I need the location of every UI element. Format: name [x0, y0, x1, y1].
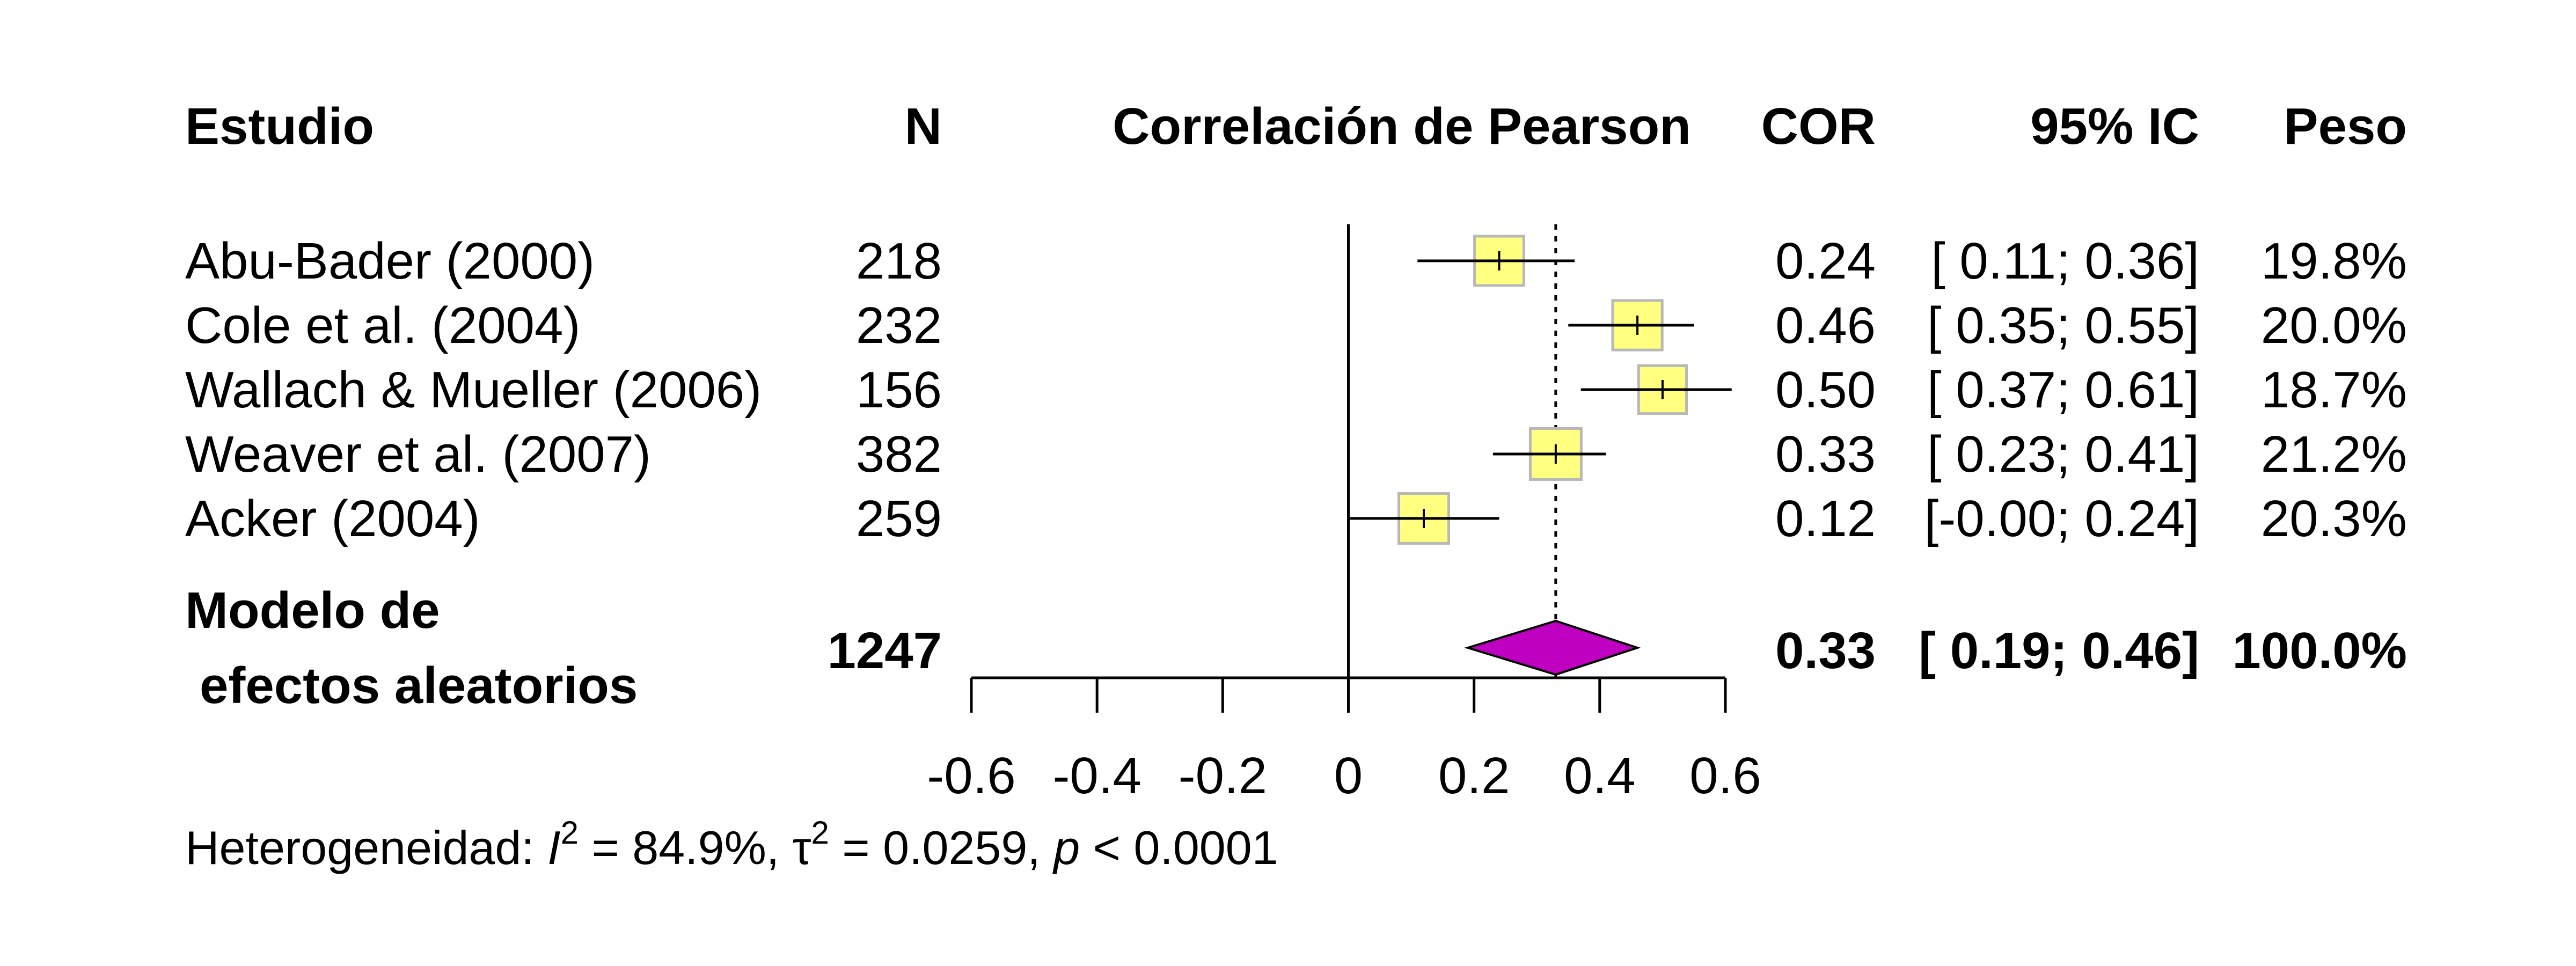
header-cor: COR	[1761, 98, 1876, 155]
tau2-superscript: 2	[811, 815, 829, 851]
study-n: 232	[856, 297, 942, 354]
study-cor: 0.12	[1775, 490, 1876, 547]
study-ci: [ 0.37; 0.61]	[1927, 361, 2199, 419]
x-tick-label: 0.6	[1689, 747, 1761, 804]
study-n: 156	[856, 361, 942, 419]
study-ci: [ 0.11; 0.36]	[1931, 232, 2199, 290]
pooled-weight: 100.0%	[2232, 622, 2407, 679]
study-ci: [ 0.23; 0.41]	[1927, 426, 2199, 483]
study-n: 382	[856, 426, 942, 483]
x-tick-label: 0.2	[1438, 747, 1510, 804]
plot-area: -0.6 -0.4 -0.2 0 0.2 0.4 0.6	[927, 224, 1761, 804]
pooled-ci: [ 0.19; 0.46]	[1919, 622, 2199, 679]
study-ci: [ 0.35; 0.55]	[1927, 297, 2199, 354]
study-n: 218	[856, 232, 942, 290]
study-name: Weaver et al. (2007)	[185, 426, 651, 483]
tau2-symbol: τ	[793, 821, 811, 874]
heterogeneity-prefix: Heterogeneidad:	[185, 821, 547, 874]
study-cor: 0.46	[1775, 297, 1876, 354]
p-value: < 0.0001	[1080, 821, 1278, 874]
study-name: Wallach & Mueller (2006)	[185, 361, 762, 419]
x-tick-label: 0	[1334, 747, 1363, 804]
header-n: N	[905, 98, 942, 155]
pooled-label-line1: Modelo de	[185, 582, 440, 639]
study-name: Cole et al. (2004)	[185, 297, 580, 354]
study-weight: 20.3%	[2261, 490, 2407, 547]
heterogeneity-note: Heterogeneidad: I2 = 84.9%, τ2 = 0.0259,…	[185, 815, 1278, 874]
x-tick-label: -0.4	[1052, 747, 1141, 804]
pooled-n: 1247	[827, 622, 942, 679]
i2-symbol: I	[547, 821, 560, 874]
study-n: 259	[856, 490, 942, 547]
pooled-cor: 0.33	[1775, 622, 1876, 679]
header-ci: 95% IC	[2030, 98, 2199, 155]
i2-value: = 84.9%,	[579, 821, 793, 874]
pooled-label-line2: efectos aleatorios	[200, 657, 638, 714]
header-study: Estudio	[185, 98, 374, 155]
study-name: Abu-Bader (2000)	[185, 232, 595, 290]
x-tick-label: 0.4	[1564, 747, 1635, 804]
header-plot: Correlación de Pearson	[1113, 98, 1691, 155]
study-ci: [-0.00; 0.24]	[1924, 490, 2199, 547]
study-name: Acker (2004)	[185, 490, 480, 547]
header-weight: Peso	[2284, 98, 2407, 155]
study-weight: 21.2%	[2261, 426, 2407, 483]
p-symbol: p	[1052, 821, 1080, 874]
study-cor: 0.24	[1775, 232, 1876, 290]
study-weight: 19.8%	[2261, 232, 2407, 290]
pooled-diamond	[1464, 619, 1641, 676]
study-text-rows: Abu-Bader (2000) 218 0.24 [ 0.11; 0.36] 19.8…	[185, 232, 2407, 547]
study-weight: 20.0%	[2261, 297, 2407, 354]
study-cor: 0.33	[1775, 426, 1876, 483]
x-tick-label: -0.6	[927, 747, 1015, 804]
x-tick-label: -0.2	[1179, 747, 1267, 804]
tau2-value: = 0.0259,	[829, 821, 1053, 874]
study-cor: 0.50	[1775, 361, 1876, 419]
study-weight: 18.7%	[2261, 361, 2407, 419]
i2-superscript: 2	[561, 815, 579, 851]
